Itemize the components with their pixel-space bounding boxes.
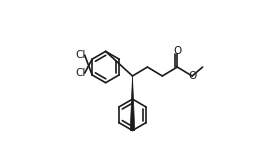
Text: O: O xyxy=(173,46,181,56)
Polygon shape xyxy=(130,76,135,130)
Text: Cl: Cl xyxy=(75,50,85,60)
Text: Cl: Cl xyxy=(75,68,85,78)
Text: O: O xyxy=(188,71,196,81)
